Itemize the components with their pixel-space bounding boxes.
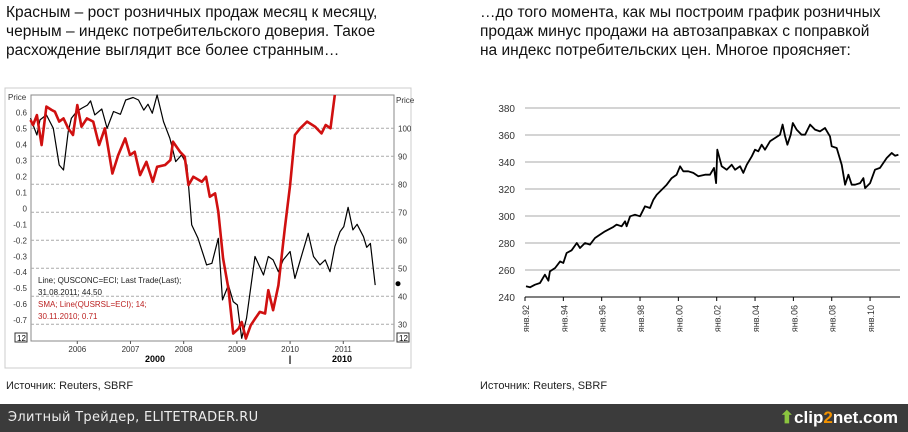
left-axis-label: Price <box>8 93 27 102</box>
series-line <box>525 122 899 289</box>
left-tick-label: -0.3 <box>13 252 27 261</box>
x-tick-label: 2006 <box>68 345 86 354</box>
left-tick-label: -0.5 <box>13 284 27 293</box>
left-tick-label: 0.3 <box>16 157 28 166</box>
y-tick-label: 300 <box>498 212 515 223</box>
x-tick-label: янв.96 <box>598 305 608 332</box>
left-source: Источник: Reuters, SBRF <box>6 380 134 392</box>
left-tick-label: 0.2 <box>16 173 28 182</box>
x-sub-label: 2000 <box>145 354 165 364</box>
x-tick-label: янв.08 <box>828 305 838 332</box>
right-tick-label: 60 <box>398 236 407 245</box>
logo-arrow-icon: ⬆ <box>779 408 795 427</box>
right-chart: 380 360 340 320 300 280 260 240 янв.92 янв.94 янв.… <box>498 104 900 332</box>
x-tick-label: 2008 <box>175 345 193 354</box>
right-tick-label: 30 <box>398 320 407 329</box>
x-tick-label: янв.02 <box>713 305 723 332</box>
left-chart: 100 90 80 70 60 50 40 30 0.6 0.5 0.4 0.3 0.2 0.1 0 -0.1… <box>4 87 415 369</box>
chart-frame <box>4 87 412 369</box>
x-tick-label: янв.00 <box>674 305 684 332</box>
last-value-marker <box>395 281 401 287</box>
y-tick-label: 360 <box>498 131 515 142</box>
x-tick-label: 2010 <box>281 345 299 354</box>
y-tick-label: 380 <box>498 104 515 115</box>
plot-area <box>30 94 395 342</box>
left-tick-label: -0.2 <box>13 236 27 245</box>
right-tick-label: 70 <box>398 208 407 217</box>
legend-text: 30.11.2010; 0.71 <box>38 312 98 321</box>
corner-box <box>14 332 28 343</box>
right-axis-label: Price <box>396 96 415 105</box>
legend-text: Line; QUSCONC=ECI; Last Trade(Last); <box>38 276 181 285</box>
corner-box <box>396 332 410 343</box>
x-tick-label: 2009 <box>228 345 246 354</box>
y-tick-label: 320 <box>498 185 515 196</box>
x-tick-label: янв.94 <box>559 305 569 332</box>
left-tick-label: 0.4 <box>16 141 28 150</box>
right-tick-label: 40 <box>398 292 407 301</box>
right-tick-label: 80 <box>398 180 407 189</box>
corner-label: 12 <box>17 334 26 343</box>
logo-part: net.com <box>832 408 898 427</box>
x-tick-label: 2011 <box>335 345 353 354</box>
footer-bar: Элитный Трейдер, ELITETRADER.RU ⬆clip2ne… <box>0 404 908 432</box>
x-tick-label: янв.92 <box>521 305 531 332</box>
left-tick-label: -0.7 <box>13 316 27 325</box>
y-tick-label: 340 <box>498 158 515 169</box>
logo-part: clip <box>794 408 824 427</box>
clip2net-logo[interactable]: ⬆clip2net.com <box>780 408 898 428</box>
left-tick-label: 0 <box>23 204 28 213</box>
x-tick-label: янв.06 <box>789 305 799 332</box>
x-tick-label: 2007 <box>122 345 140 354</box>
y-tick-label: 280 <box>498 239 515 250</box>
x-sub-label: 2010 <box>332 354 352 364</box>
left-tick-label: 0.6 <box>16 109 28 118</box>
left-tick-label: 0.1 <box>16 188 28 197</box>
right-tick-label: 90 <box>398 152 407 161</box>
left-tick-label: -0.1 <box>13 220 27 229</box>
legend-text: SMA; Line(QUSRSL=ECI); 14; <box>38 300 147 309</box>
right-tick-label: 50 <box>398 264 407 273</box>
site-name: Элитный Трейдер, ELITETRADER.RU <box>8 410 259 425</box>
left-tick-label: 0.5 <box>16 125 28 134</box>
x-tick-label: янв.10 <box>866 305 876 332</box>
y-tick-label: 240 <box>498 293 515 304</box>
right-caption: …до того момента, как мы построим график… <box>480 4 881 59</box>
x-sub-label: | <box>289 354 292 364</box>
legend-text: 31.08.2011; 44.50 <box>38 288 102 297</box>
right-source: Источник: Reuters, SBRF <box>480 380 608 392</box>
left-caption: Красным – рост розничных продаж месяц к … <box>6 4 378 59</box>
x-tick-label: янв.04 <box>751 305 761 332</box>
y-tick-label: 260 <box>498 266 515 277</box>
corner-label: 12 <box>399 334 408 343</box>
right-tick-label: 100 <box>398 124 412 133</box>
x-tick-label: янв.98 <box>636 305 646 332</box>
logo-part: 2 <box>823 408 833 427</box>
left-tick-label: -0.4 <box>13 268 27 277</box>
left-tick-label: -0.6 <box>13 300 27 309</box>
